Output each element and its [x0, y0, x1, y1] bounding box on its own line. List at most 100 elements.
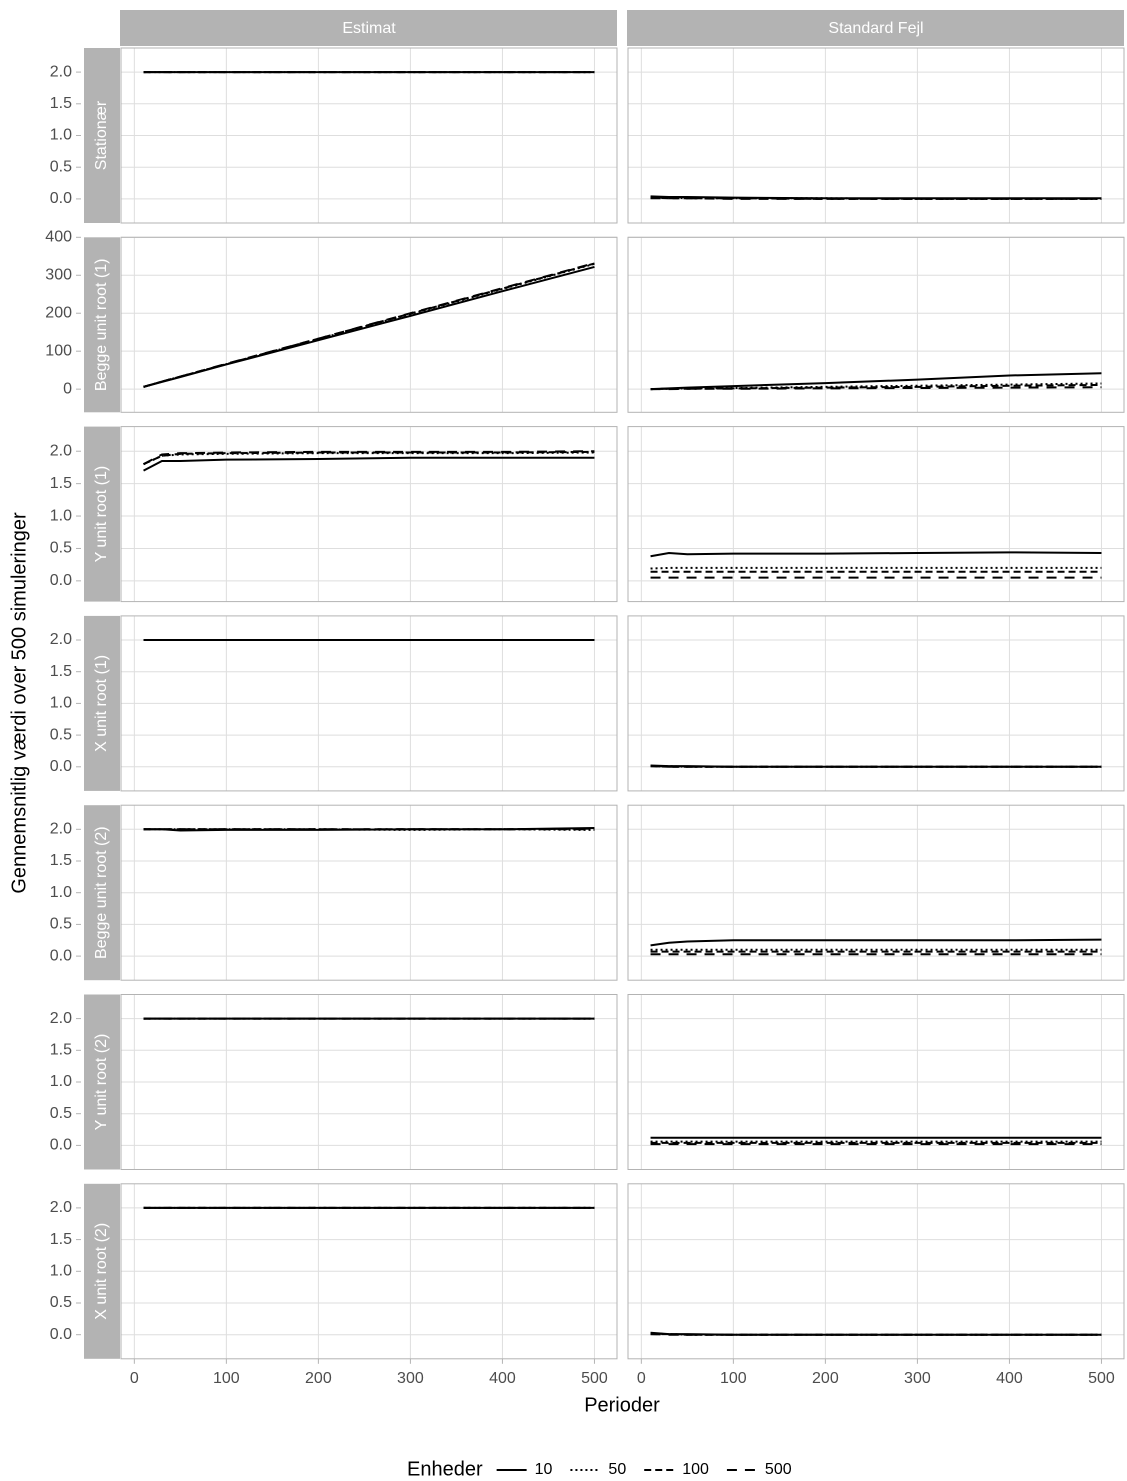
- y-tick-label: 1.0: [50, 884, 72, 901]
- panel-border: [627, 994, 1125, 1170]
- row-strip-label: Y unit root (1): [93, 466, 110, 563]
- series-line: [650, 566, 1102, 570]
- panel-border: [120, 1183, 618, 1360]
- y-tick-label: 300: [45, 266, 72, 283]
- y-tick-label: 0.0: [50, 1137, 72, 1154]
- row-strip: [84, 237, 120, 413]
- panel-border: [627, 1183, 1125, 1360]
- x-tick-label: 300: [397, 1370, 424, 1387]
- series-line: [650, 386, 1102, 391]
- y-tick-label: 0.5: [50, 1105, 72, 1122]
- row-strip-label: Y unit root (2): [93, 1034, 110, 1131]
- row-strip-label: X unit root (1): [93, 655, 110, 752]
- x-tick-label: 100: [213, 1370, 240, 1387]
- column-strip: [120, 10, 617, 46]
- y-tick-label: 0.0: [50, 1326, 72, 1343]
- y-tick-label: 1.5: [50, 475, 72, 492]
- row-strip: [84, 805, 120, 981]
- series-line: [143, 456, 595, 472]
- x-tick-label: 0: [130, 1370, 139, 1387]
- y-tick-label: 1.5: [50, 95, 72, 112]
- panel-border: [627, 47, 1125, 224]
- panel-border: [120, 236, 618, 413]
- series-line: [650, 938, 1102, 947]
- column-strip: [627, 10, 1124, 46]
- y-tick-label: 1.5: [50, 1231, 72, 1248]
- panel-border: [120, 615, 618, 792]
- y-tick-label: 0.0: [50, 572, 72, 589]
- y-tick-label: 1.0: [50, 1073, 72, 1090]
- y-tick-label: 0: [63, 380, 72, 397]
- panel-border: [120, 47, 618, 224]
- panel: [628, 426, 1124, 602]
- panel: [628, 237, 1124, 413]
- panel-border: [627, 426, 1125, 603]
- y-tick-label: 2.0: [50, 63, 72, 80]
- y-tick-label: 100: [45, 342, 72, 359]
- y-tick-label: 0.5: [50, 916, 72, 933]
- legend-title: Enheder: [407, 1458, 483, 1480]
- column-strip-label: Standard Fejl: [828, 20, 923, 37]
- y-tick-label: 1.0: [50, 695, 72, 712]
- y-tick-label: 1.5: [50, 1042, 72, 1059]
- x-tick-label: 200: [305, 1370, 332, 1387]
- y-tick-label: 1.0: [50, 507, 72, 524]
- row-strip: [84, 426, 120, 602]
- x-tick-label: 400: [996, 1370, 1023, 1387]
- x-tick-label: 500: [581, 1370, 608, 1387]
- x-tick-label: 300: [904, 1370, 931, 1387]
- series-line: [650, 551, 1102, 558]
- y-tick-label: 2.0: [50, 821, 72, 838]
- y-tick-label: 0.0: [50, 947, 72, 964]
- y-tick-label: 2.0: [50, 1199, 72, 1216]
- panel: [121, 426, 617, 602]
- series-line: [650, 383, 1102, 391]
- x-axis-title: Perioder: [584, 1394, 660, 1416]
- y-tick-label: 1.0: [50, 1263, 72, 1280]
- series-line: [650, 765, 1102, 768]
- row-strip-label: Begge unit root (2): [93, 826, 110, 959]
- y-tick-label: 2.0: [50, 442, 72, 459]
- y-tick-label: 1.5: [50, 663, 72, 680]
- panel-border: [120, 994, 618, 1170]
- row-strip: [84, 994, 120, 1170]
- series-line: [143, 262, 595, 388]
- row-strip: [84, 615, 120, 791]
- x-tick-label: 100: [720, 1370, 747, 1387]
- y-tick-label: 200: [45, 304, 72, 321]
- panel-border: [627, 615, 1125, 792]
- row-strip-label: Stationær: [93, 100, 110, 170]
- row-strip-label: Begge unit root (1): [93, 259, 110, 392]
- y-tick-label: 1.5: [50, 852, 72, 869]
- x-tick-label: 0: [637, 1370, 646, 1387]
- y-tick-label: 2.0: [50, 631, 72, 648]
- y-tick-label: 2.0: [50, 1010, 72, 1027]
- series-line: [650, 197, 1102, 200]
- legend-label: 50: [608, 1461, 626, 1478]
- y-tick-label: 0.5: [50, 540, 72, 557]
- panel-border: [627, 236, 1125, 413]
- row-strip: [84, 48, 120, 223]
- y-tick-label: 0.0: [50, 190, 72, 207]
- x-tick-label: 200: [812, 1370, 839, 1387]
- series-line: [143, 450, 595, 466]
- y-tick-label: 400: [45, 229, 72, 246]
- row-strip-label: X unit root (2): [93, 1223, 110, 1320]
- legend-label: 100: [682, 1461, 709, 1478]
- y-tick-label: 1.0: [50, 127, 72, 144]
- x-tick-label: 500: [1088, 1370, 1115, 1387]
- x-tick-label: 400: [489, 1370, 516, 1387]
- legend-label: 10: [535, 1461, 553, 1478]
- panel-border: [627, 804, 1125, 981]
- y-tick-label: 0.5: [50, 1294, 72, 1311]
- legend-label: 500: [765, 1461, 792, 1478]
- y-tick-label: 0.5: [50, 726, 72, 743]
- panel-border: [120, 426, 618, 603]
- series-line: [650, 1333, 1102, 1336]
- column-strip-label: Estimat: [342, 20, 396, 37]
- y-axis-title: Gennemsnitlig værdi over 500 simuleringe…: [8, 512, 30, 894]
- y-tick-label: 0.5: [50, 158, 72, 175]
- y-tick-label: 0.0: [50, 758, 72, 775]
- row-strip: [84, 1183, 120, 1359]
